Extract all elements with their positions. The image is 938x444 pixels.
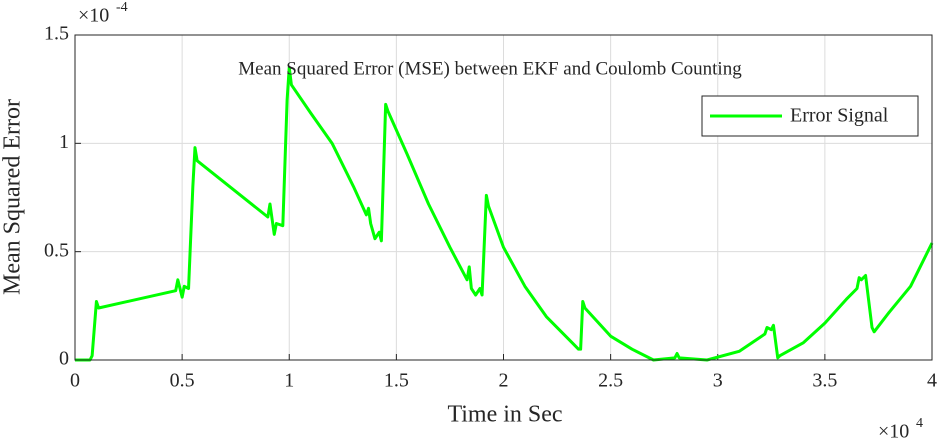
x-tick-label: 2.5	[598, 370, 623, 392]
x-scale-exp: 4	[916, 416, 923, 431]
y-tick-label: 1	[59, 131, 69, 153]
axes-box	[74, 34, 933, 361]
x-tick-label: 1.5	[384, 370, 409, 392]
x-tick-label: 3.5	[812, 370, 837, 392]
x-tick-label: 0.5	[170, 370, 195, 392]
x-tick-label: 3	[713, 370, 723, 392]
chart-title: Mean Squared Error (MSE) between EKF and…	[238, 58, 742, 79]
legend-label: Error Signal	[790, 105, 889, 127]
x-tick-label: 4	[927, 370, 937, 392]
x-scale-base: ×10	[878, 421, 909, 443]
x-axis-label: Time in Sec	[447, 402, 562, 428]
y-tick-label: 0.5	[44, 239, 69, 261]
x-tick-label: 1	[284, 370, 294, 392]
x-tick-label: 2	[499, 370, 509, 392]
y-scale-base: ×10	[78, 5, 109, 27]
y-axis-label: Mean Squared Error	[0, 99, 26, 295]
y-tick-label: 1.5	[44, 23, 69, 45]
y-tick-label: 0	[59, 348, 69, 370]
y-scale-exp: -4	[116, 0, 128, 15]
x-tick-label: 0	[70, 370, 80, 392]
data-line	[75, 66, 934, 362]
legend: Error Signal	[701, 95, 919, 137]
